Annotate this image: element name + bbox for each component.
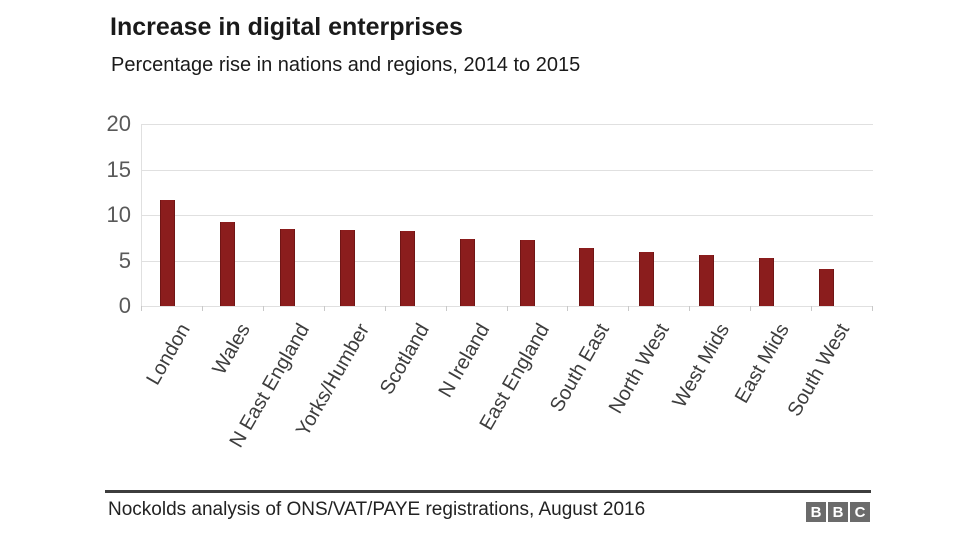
bbc-logo-block-2: B bbox=[828, 502, 848, 522]
y-axis-tick-label: 0 bbox=[118, 293, 131, 318]
x-axis-label-south-east: South East bbox=[546, 320, 615, 416]
x-axis-tick bbox=[262, 306, 264, 311]
x-axis-tick bbox=[506, 306, 508, 311]
chart-title: Increase in digital enterprises bbox=[110, 13, 463, 41]
x-axis-tick bbox=[323, 306, 325, 311]
bbc-logo-block-1: B bbox=[806, 502, 826, 522]
x-axis-label-west-mids: West Mids bbox=[668, 320, 734, 412]
bbc-logo-block-3: C bbox=[850, 502, 870, 522]
bar-west-mids bbox=[699, 255, 715, 306]
x-axis-tick bbox=[628, 306, 630, 311]
gridline-0 bbox=[142, 306, 873, 307]
x-axis-tick bbox=[201, 306, 203, 311]
x-axis-label-north-west: North West bbox=[605, 320, 674, 418]
footer-divider bbox=[105, 490, 871, 493]
source-attribution: Nockolds analysis of ONS/VAT/PAYE regist… bbox=[108, 499, 646, 520]
x-axis-tick bbox=[567, 306, 569, 311]
y-axis-tick-label: 5 bbox=[118, 247, 131, 273]
x-axis-tick bbox=[445, 306, 447, 311]
x-axis-tick bbox=[384, 306, 386, 311]
bar-n-ireland bbox=[459, 238, 475, 306]
x-axis-tick bbox=[689, 306, 691, 311]
bar-scotland bbox=[399, 231, 415, 306]
x-axis-tick bbox=[141, 306, 142, 311]
y-axis-tick-label: 15 bbox=[106, 156, 131, 182]
bbc-logo: B B C bbox=[806, 502, 870, 522]
y-axis-tick-label: 20 bbox=[106, 111, 131, 136]
chart-subtitle: Percentage rise in nations and regions, … bbox=[111, 54, 581, 76]
x-axis-label-wales: Wales bbox=[208, 320, 255, 379]
bar-south-east bbox=[579, 247, 595, 306]
bar-london bbox=[160, 200, 175, 306]
x-axis-label-south-west: South West bbox=[783, 320, 854, 421]
bar-wales bbox=[219, 222, 235, 306]
x-axis-tick bbox=[750, 306, 752, 311]
gridline-15 bbox=[142, 169, 873, 171]
x-axis-tick bbox=[811, 306, 813, 311]
x-axis-label-london: London bbox=[142, 320, 195, 389]
bar-south-west bbox=[819, 268, 835, 306]
gridline-20 bbox=[142, 124, 873, 125]
x-axis-label-n-ireland: N Ireland bbox=[434, 320, 495, 402]
gridline-10 bbox=[142, 215, 873, 216]
bar-yorks-humber bbox=[339, 229, 355, 306]
x-axis-label-east-mids: East Mids bbox=[730, 320, 794, 408]
bar-n-east-england bbox=[279, 228, 295, 306]
x-axis-label-scotland: Scotland bbox=[376, 320, 435, 399]
x-axis-tick bbox=[872, 306, 873, 311]
plot-area bbox=[141, 124, 873, 307]
bar-east-mids bbox=[759, 257, 775, 306]
bar-north-west bbox=[639, 252, 655, 306]
y-axis-tick-label: 10 bbox=[106, 202, 131, 227]
bar-east-england bbox=[519, 239, 535, 306]
gridline-5 bbox=[142, 260, 873, 262]
